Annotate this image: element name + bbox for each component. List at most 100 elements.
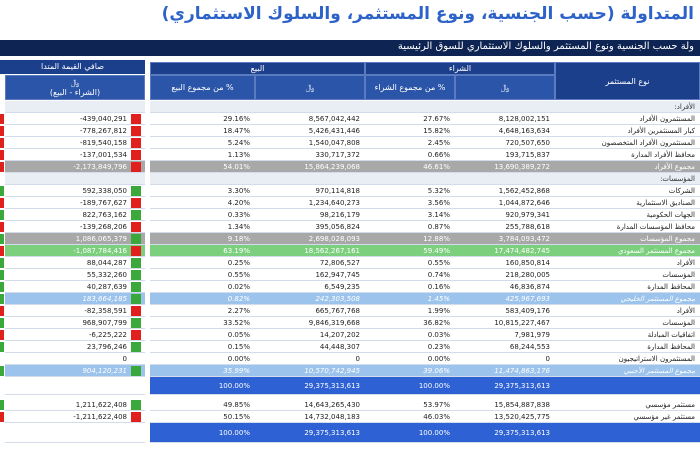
cell-net: 592,338,050 — [5, 185, 145, 197]
cell-buy: 68,244,553 — [455, 341, 555, 353]
cell-buy-pct: 12.88% — [365, 233, 455, 245]
net-indicator-edge — [0, 282, 4, 292]
header-sell-value: ﷼ — [255, 75, 365, 100]
row-label: محافظ الأفراد المدارة — [555, 149, 700, 161]
cell-net — [5, 377, 145, 395]
cell-buy: 255,788,618 — [455, 221, 555, 233]
cell-buy: 3,784,093,472 — [455, 233, 555, 245]
cell-buy-pct: 0.00% — [365, 353, 455, 365]
cell-sell — [255, 101, 365, 113]
row-label: الأفراد: — [555, 101, 700, 113]
subtitle: ولة حسب الجنسية ونوع المستثمر والسلوك ال… — [397, 41, 694, 52]
net-indicator-edge — [0, 138, 4, 148]
header-sell: البيع — [150, 62, 365, 75]
net-indicator — [131, 294, 141, 304]
net-indicator — [131, 282, 141, 292]
cell-buy-pct: 46.03% — [365, 411, 455, 423]
cell-sell: 15,864,239,068 — [255, 161, 365, 173]
cell-buy — [455, 173, 555, 185]
cell-buy-pct: 53.97% — [365, 399, 455, 411]
cell-buy-pct: 100.00% — [365, 377, 455, 395]
cell-sell-pct: 54.01% — [150, 161, 255, 173]
cell-sell-pct: 0.82% — [150, 293, 255, 305]
row-label: المحافظ المدارة — [555, 341, 700, 353]
cell-buy: 193,715,837 — [455, 149, 555, 161]
row-label: المستثمرون الأفراد — [555, 113, 700, 125]
net-indicator-edge — [0, 126, 4, 136]
cell-net: 40,287,639 — [5, 281, 145, 293]
cell-net: -189,767,627 — [5, 197, 145, 209]
cell-sell-pct — [150, 173, 255, 185]
cell-net — [5, 101, 145, 113]
cell-sell-pct: 0.33% — [150, 209, 255, 221]
net-indicator — [131, 270, 141, 280]
cell-buy-pct: 1.45% — [365, 293, 455, 305]
row-label: الصناديق الاستثمارية — [555, 197, 700, 209]
cell-sell: 1,234,640,273 — [255, 197, 365, 209]
cell-buy: 8,128,002,151 — [455, 113, 555, 125]
cell-buy: 11,474,863,176 — [455, 365, 555, 377]
net-indicator-edge — [0, 330, 4, 340]
cell-sell-pct: 9.18% — [150, 233, 255, 245]
cell-buy: 920,979,341 — [455, 209, 555, 221]
header-net-sub: ﷼ (الشراء - البيع) — [5, 75, 145, 100]
cell-sell: 72,806,527 — [255, 257, 365, 269]
row-label: المؤسسات — [555, 317, 700, 329]
cell-buy: 720,507,650 — [455, 137, 555, 149]
cell-sell-pct: 0.55% — [150, 269, 255, 281]
net-indicator — [131, 138, 141, 148]
cell-buy-pct: 59.49% — [365, 245, 455, 257]
cell-buy-pct: 0.55% — [365, 257, 455, 269]
cell-net: 904,120,231 — [5, 365, 145, 377]
cell-buy-pct: 0.03% — [365, 329, 455, 341]
net-indicator — [131, 412, 141, 422]
header-investor-type: نوع المستثمر — [555, 62, 700, 100]
cell-sell: 18,562,267,161 — [255, 245, 365, 257]
cell-buy: 218,280,005 — [455, 269, 555, 281]
cell-net: -439,040,291 — [5, 113, 145, 125]
cell-buy: 46,836,874 — [455, 281, 555, 293]
cell-sell-pct: 0.00% — [150, 353, 255, 365]
cell-net: -139,268,206 — [5, 221, 145, 233]
net-subheader: (الشراء - البيع) — [49, 88, 101, 97]
cell-sell: 14,207,202 — [255, 329, 365, 341]
row-label: مجموع المؤسسات — [555, 233, 700, 245]
cell-buy-pct: 5.32% — [365, 185, 455, 197]
cell-sell-pct: 50.15% — [150, 411, 255, 423]
cell-sell-pct: 2.27% — [150, 305, 255, 317]
row-label: الأفراد — [555, 305, 700, 317]
row-label: مجموع المستثمر الأجنبي — [555, 365, 700, 377]
row-label: المستثمرون الأفراد المتخصصون — [555, 137, 700, 149]
cell-sell: 162,947,745 — [255, 269, 365, 281]
cell-buy: 7,981,979 — [455, 329, 555, 341]
cell-net: -6,225,222 — [5, 329, 145, 341]
row-label: مستثمر غير مؤسسي — [555, 411, 700, 423]
net-indicator — [131, 186, 141, 196]
currency-icon: ﷼ — [70, 78, 80, 87]
net-indicator-edge — [0, 412, 4, 422]
net-indicator — [131, 306, 141, 316]
cell-buy: 1,044,872,646 — [455, 197, 555, 209]
grand-label-cell — [555, 377, 700, 395]
net-indicator — [131, 246, 141, 256]
cell-buy: 1,562,452,868 — [455, 185, 555, 197]
cell-buy-pct: 0.66% — [365, 149, 455, 161]
cell-sell-pct: 0.05% — [150, 329, 255, 341]
cell-buy: 4,648,163,634 — [455, 125, 555, 137]
cell-buy — [455, 101, 555, 113]
cell-sell: 14,643,265,430 — [255, 399, 365, 411]
cell-net: -1,087,784,416 — [5, 245, 145, 257]
cell-sell: 10,570,742,945 — [255, 365, 365, 377]
cell-sell: 8,567,042,442 — [255, 113, 365, 125]
row-label: مجموع الأفراد — [555, 161, 700, 173]
row-label: اتفاقيات المبادلة — [555, 329, 700, 341]
net-indicator-edge — [0, 162, 4, 172]
cell-buy: 13,690,389,272 — [455, 161, 555, 173]
net-indicator — [131, 400, 141, 410]
cell-buy: 13,520,425,775 — [455, 411, 555, 423]
cell-buy-pct: 39.06% — [365, 365, 455, 377]
cell-sell: 395,056,824 — [255, 221, 365, 233]
cell-sell: 29,375,313,613 — [255, 423, 365, 443]
cell-buy: 10,815,227,467 — [455, 317, 555, 329]
header-buy-pct: % من مجموع الشراء — [365, 75, 455, 100]
